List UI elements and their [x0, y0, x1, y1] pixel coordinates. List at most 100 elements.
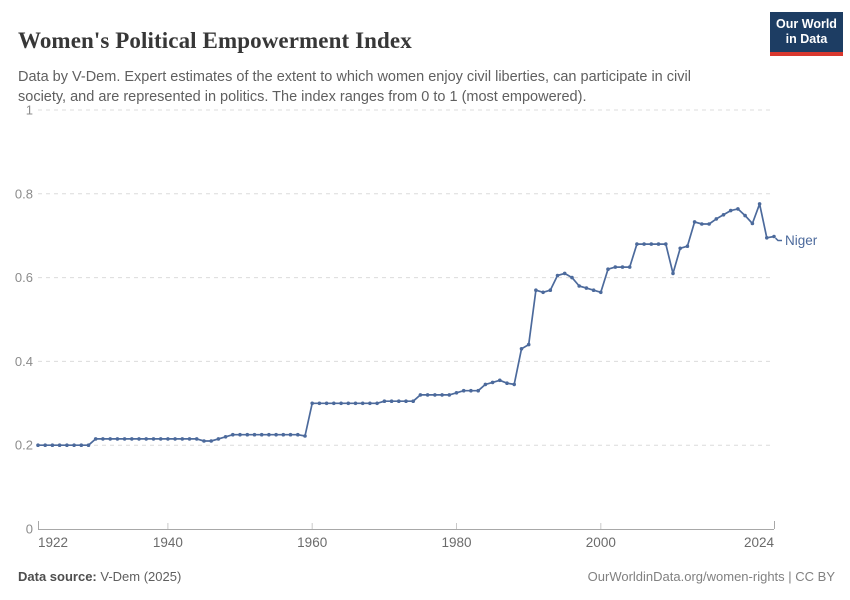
- data-point: [382, 399, 387, 404]
- data-point: [656, 242, 661, 246]
- data-point: [216, 437, 221, 441]
- data-point: [635, 242, 639, 246]
- data-point: [664, 242, 668, 246]
- data-point: [736, 207, 740, 211]
- data-point: [765, 236, 769, 240]
- data-point: [202, 439, 206, 443]
- series-end-label[interactable]: Niger: [785, 233, 818, 248]
- data-point: [433, 393, 437, 397]
- owid-logo[interactable]: Our World in Data: [770, 12, 843, 56]
- data-point: [498, 378, 502, 383]
- data-point: [649, 242, 654, 246]
- data-source-label: Data source:: [18, 569, 97, 584]
- data-point: [296, 432, 300, 437]
- data-point: [483, 382, 488, 387]
- data-point: [79, 443, 84, 448]
- data-point: [274, 432, 278, 437]
- data-point: [490, 380, 495, 385]
- data-point: [310, 401, 315, 406]
- data-point: [324, 401, 329, 406]
- data-point: [86, 443, 91, 448]
- data-point: [606, 267, 610, 272]
- data-point: [368, 401, 372, 406]
- data-point: [519, 347, 524, 351]
- data-point: [252, 432, 257, 437]
- data-point: [57, 443, 62, 448]
- y-axis-tick-label: 0: [26, 522, 33, 537]
- data-point: [526, 342, 531, 347]
- data-point: [620, 265, 625, 269]
- x-axis-tick-label: 2024: [744, 535, 775, 550]
- x-axis-tick-label: 2000: [586, 535, 616, 550]
- data-point: [411, 399, 416, 404]
- data-point: [627, 265, 632, 269]
- data-point: [209, 439, 213, 443]
- data-point: [223, 435, 228, 439]
- data-point: [570, 275, 574, 280]
- series-label-connector: [774, 237, 782, 242]
- data-point: [534, 288, 538, 293]
- data-point: [187, 437, 192, 441]
- data-point: [375, 401, 379, 406]
- data-point: [469, 388, 473, 393]
- data-point: [757, 202, 762, 206]
- data-point: [317, 401, 322, 406]
- data-point: [389, 399, 394, 404]
- data-point: [353, 401, 358, 406]
- data-point: [151, 437, 156, 441]
- data-point: [548, 288, 553, 293]
- y-axis-tick-label: 0.6: [15, 270, 33, 285]
- data-point: [130, 437, 134, 441]
- data-point: [36, 443, 40, 448]
- data-point: [721, 213, 726, 217]
- data-point: [339, 401, 343, 406]
- data-point: [108, 437, 112, 441]
- data-point: [144, 437, 148, 441]
- y-axis-tick-label: 0.2: [15, 438, 33, 453]
- data-point: [599, 290, 603, 295]
- data-point: [267, 432, 271, 437]
- y-axis-tick-label: 1: [26, 103, 33, 118]
- data-point: [404, 399, 408, 404]
- data-point: [700, 222, 704, 226]
- data-point: [397, 399, 401, 404]
- data-point: [194, 437, 199, 441]
- data-point: [360, 401, 365, 406]
- data-point: [65, 443, 69, 448]
- data-point: [440, 393, 444, 397]
- data-point: [461, 388, 466, 393]
- data-point: [122, 437, 127, 441]
- data-source: Data source: V-Dem (2025): [18, 569, 181, 584]
- data-point: [101, 437, 105, 441]
- data-point: [245, 432, 250, 437]
- data-point: [505, 381, 509, 386]
- data-point: [454, 391, 459, 395]
- data-point: [562, 271, 567, 276]
- data-point: [584, 286, 589, 290]
- attribution-link[interactable]: OurWorldinData.org/women-rights | CC BY: [587, 569, 835, 584]
- data-source-value: V-Dem (2025): [96, 569, 182, 584]
- data-point: [671, 271, 675, 276]
- x-axis-tick-label: 1922: [38, 535, 68, 550]
- data-point: [238, 432, 242, 437]
- x-axis-tick-label: 1960: [297, 535, 327, 550]
- data-point: [555, 273, 560, 278]
- data-point: [425, 393, 430, 397]
- data-point: [577, 284, 581, 288]
- data-point: [332, 401, 336, 406]
- data-point: [418, 393, 423, 397]
- data-point: [692, 220, 697, 224]
- data-point: [476, 388, 481, 393]
- data-point: [231, 432, 235, 437]
- data-point: [72, 443, 76, 448]
- x-axis-tick-label: 1940: [153, 535, 183, 550]
- data-point: [728, 208, 733, 213]
- data-point: [541, 290, 545, 295]
- data-point: [43, 443, 47, 448]
- x-axis-tick-label: 1980: [441, 535, 471, 550]
- data-point: [180, 437, 185, 441]
- data-point: [137, 437, 141, 441]
- data-point: [158, 437, 163, 441]
- data-point: [303, 434, 307, 438]
